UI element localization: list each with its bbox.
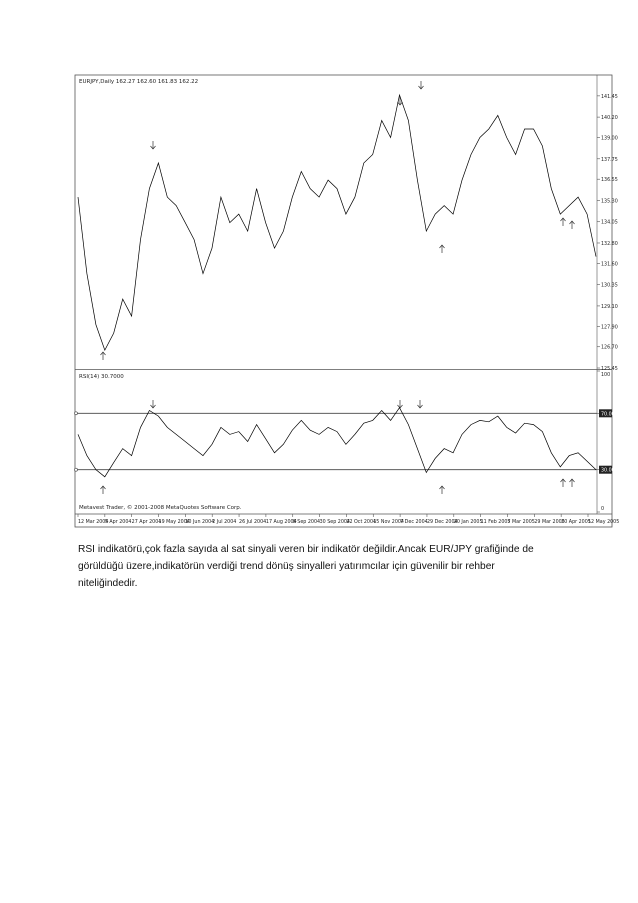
y-tick-label: 127.90 (601, 324, 618, 330)
chart-title: EURJPY,Daily 162.27 162.60 161.83 162.22 (79, 79, 198, 85)
y-tick-label: 130.35 (601, 283, 618, 289)
buy-arrow (439, 244, 445, 253)
buy-arrow (100, 351, 106, 360)
x-tick-label: 26 Jul 2004 (239, 519, 266, 525)
y-tick-label: 134.05 (601, 220, 618, 226)
y-tick-label: 137.75 (601, 157, 618, 163)
paragraph: RSI indikatörü,çok fazla sayıda al sat s… (78, 541, 598, 592)
chart-image: EURJPY,Daily 162.27 162.60 161.83 162.22… (74, 74, 619, 528)
price-line (77, 407, 597, 478)
x-tick-label: 29 Mar 2005 (534, 519, 564, 525)
text-line: niteliğindedir. (78, 578, 138, 589)
sell-arrow (397, 97, 403, 106)
level-box (599, 465, 612, 474)
y-tick-label: 132.80 (601, 241, 618, 247)
y-tick-label: 136.55 (601, 177, 618, 183)
buy-arrow (560, 478, 566, 487)
y-tick-label: 131.60 (601, 261, 618, 267)
x-tick-label: 30 Sep 2004 (320, 519, 350, 525)
buy-arrow (569, 478, 575, 487)
x-tick-label: 8 Sep 2004 (293, 519, 320, 525)
sell-arrow (150, 141, 156, 150)
x-tick-label: 7 Dec 2004 (400, 519, 428, 525)
sell-arrow (150, 400, 156, 409)
y-tick-label: 129.10 (601, 304, 618, 310)
x-tick-label: 11 Feb 2005 (481, 519, 511, 525)
x-tick-label: 10 Jun 2004 (185, 519, 214, 525)
level-handle (74, 411, 78, 416)
x-tick-label: 12 Mar 2004 (78, 519, 108, 525)
y-tick-label: 70.00 (601, 411, 615, 417)
y-tick-label: 125.45 (601, 366, 618, 372)
x-tick-label: 22 Oct 2004 (346, 519, 376, 525)
x-tick-label: 2 Jul 2004 (212, 519, 236, 525)
y-tick-label: 0 (601, 506, 604, 512)
text-line: görüldüğü üzere,indikatörün verdiği tren… (78, 561, 495, 572)
y-tick-label: 139.00 (601, 136, 618, 142)
signal-arrows (100, 81, 575, 494)
price-line (77, 93, 597, 351)
level-handle (74, 467, 78, 472)
x-tick-label: 15 Nov 2004 (373, 519, 404, 525)
x-tick-label: 27 Apr 2004 (132, 519, 162, 525)
indicator-title: RSI(14) 30.7000 (79, 374, 124, 380)
buy-arrow (100, 485, 106, 494)
y-tick-label: 30.00 (601, 468, 615, 474)
x-tick-label: 7 Mar 2005 (507, 519, 534, 525)
sell-arrow (418, 81, 424, 90)
copyright: Metavest Trader, © 2001-2008 MetaQuotes … (79, 504, 242, 511)
x-tick-label: 17 Aug 2004 (266, 519, 297, 525)
buy-arrow (560, 217, 566, 226)
x-tick-label: 20 Jan 2005 (454, 519, 483, 525)
buy-arrow (569, 220, 575, 229)
x-tick-label: 29 Dec 2004 (427, 519, 458, 525)
x-tick-label: 20 Apr 2005 (561, 519, 591, 525)
level-box (599, 409, 612, 418)
y-tick-label: 141.45 (601, 94, 618, 100)
chart-frame (74, 74, 613, 528)
x-tick-label: 19 May 2004 (159, 519, 190, 525)
x-tick-label: 12 May 2005 (588, 519, 619, 525)
y-tick-label: 135.30 (601, 198, 618, 204)
y-tick-label: 126.70 (601, 345, 618, 351)
y-tick-label: 140.20 (601, 115, 618, 121)
x-tick-label: 5 Apr 2004 (105, 519, 132, 525)
buy-arrow (439, 485, 445, 494)
sell-arrow (417, 400, 423, 409)
text-line: RSI indikatörü,çok fazla sayıda al sat s… (78, 544, 534, 555)
y-tick-label: 100 (601, 372, 610, 378)
